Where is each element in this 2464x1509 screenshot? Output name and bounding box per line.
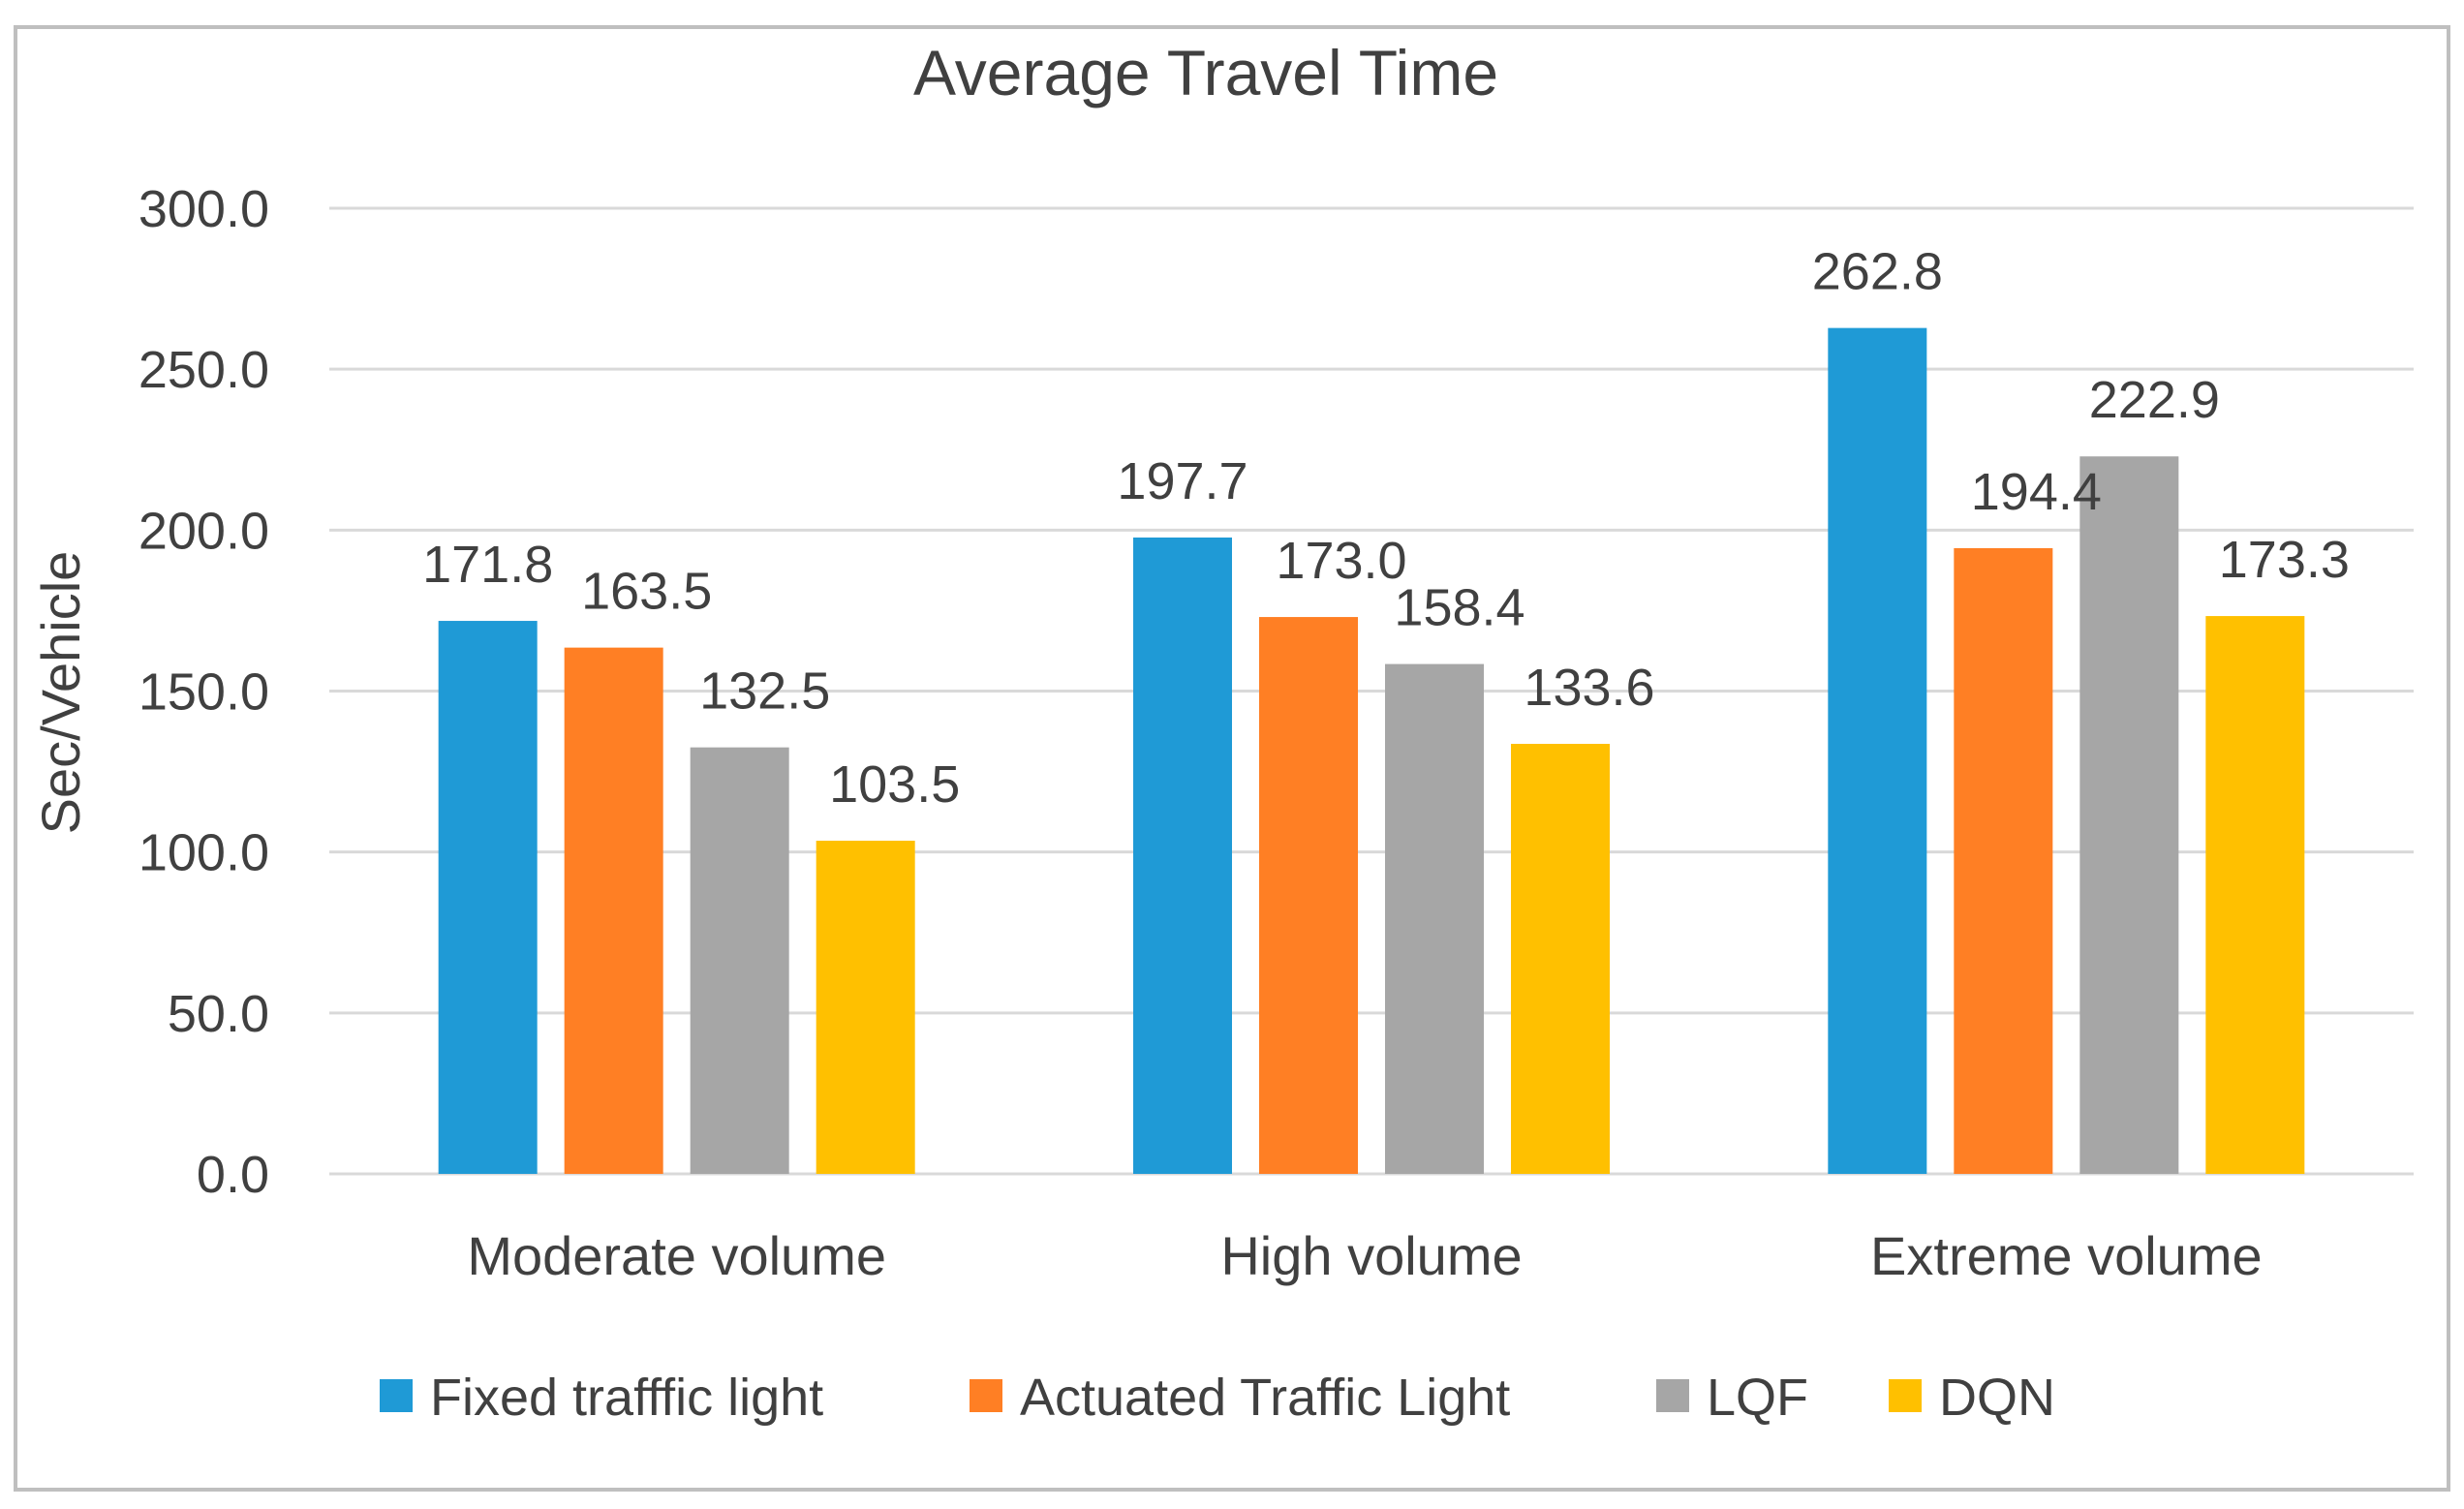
- legend-label: LQF: [1707, 1369, 1808, 1427]
- data-label: 194.4: [1971, 463, 2102, 521]
- gridlines: [329, 206, 2414, 1176]
- bar: [2079, 456, 2179, 1174]
- legend-label: Fixed trafffic light: [430, 1369, 823, 1427]
- y-tick-label: 150.0: [139, 663, 269, 722]
- bar: [438, 621, 538, 1174]
- legend-swatch: [1889, 1379, 1922, 1412]
- legend-swatch: [1656, 1379, 1689, 1412]
- bar: [1511, 744, 1610, 1174]
- data-label: 103.5: [829, 755, 960, 814]
- y-tick-label: 0.0: [197, 1146, 269, 1204]
- data-label: 163.5: [581, 563, 712, 621]
- chart-title: Average Travel Time: [913, 37, 1498, 108]
- legend-label: Actuated Traffic Light: [1020, 1369, 1510, 1427]
- bar: [1385, 663, 1484, 1174]
- bar: [816, 841, 915, 1174]
- legend-swatch: [970, 1379, 1002, 1412]
- y-axis-label: Sec/Vehicle: [30, 551, 91, 835]
- data-label: 173.0: [1276, 532, 1406, 590]
- data-label: 158.4: [1394, 579, 1525, 637]
- bar: [564, 647, 663, 1174]
- bars: [438, 327, 2305, 1174]
- data-label: 132.5: [699, 662, 830, 721]
- data-label: 197.7: [1117, 452, 1247, 510]
- bar: [1133, 537, 1232, 1174]
- data-label: 173.3: [2219, 531, 2350, 589]
- x-category-label: High volume: [1220, 1225, 1522, 1286]
- data-label: 262.8: [1812, 243, 1943, 301]
- bar: [1954, 547, 2053, 1174]
- x-axis-categories: Moderate volume High volume Extreme volume: [467, 1225, 2262, 1286]
- bar: [690, 747, 789, 1174]
- y-tick-label: 200.0: [139, 502, 269, 560]
- bar: [1828, 327, 1927, 1174]
- data-label: 171.8: [422, 536, 553, 594]
- bar: [2205, 616, 2305, 1174]
- legend: Fixed trafffic light Actuated Traffic Lig…: [380, 1369, 2055, 1427]
- x-category-label: Moderate volume: [467, 1225, 886, 1286]
- y-tick-label: 50.0: [168, 985, 269, 1043]
- y-tick-label: 300.0: [139, 180, 269, 238]
- legend-label: DQN: [1939, 1369, 2055, 1427]
- y-tick-label: 250.0: [139, 341, 269, 399]
- legend-swatch: [380, 1379, 413, 1412]
- data-label: 133.6: [1524, 659, 1654, 717]
- bar: [1259, 617, 1358, 1174]
- x-category-label: Extreme volume: [1870, 1225, 2263, 1286]
- y-axis-ticks: 0.0 50.0 100.0 150.0 200.0 250.0 300.0: [139, 180, 269, 1204]
- y-tick-label: 100.0: [139, 824, 269, 882]
- data-label: 222.9: [2089, 371, 2220, 429]
